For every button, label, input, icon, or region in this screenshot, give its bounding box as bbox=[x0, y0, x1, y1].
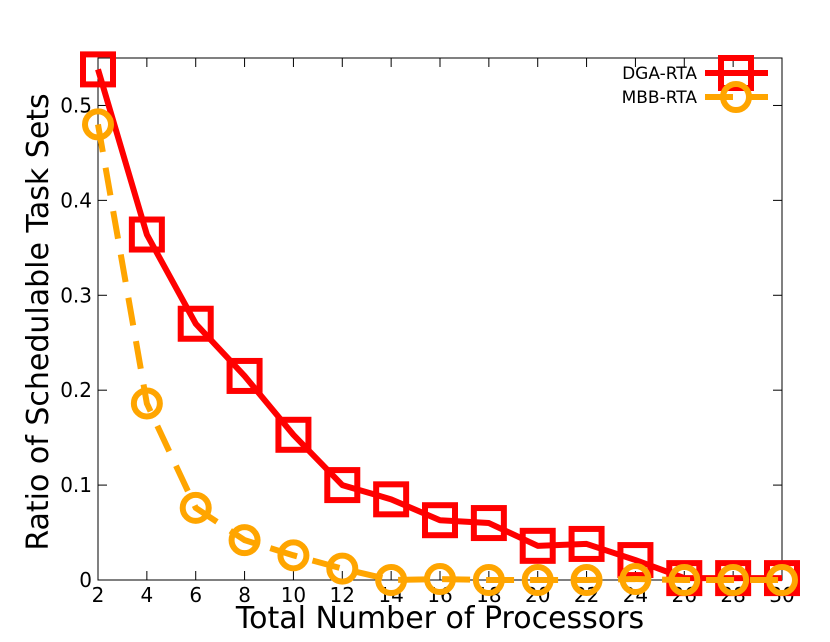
series-layer bbox=[80, 51, 800, 597]
y-axis-title: Ratio of Schedulable Task Sets bbox=[21, 93, 56, 550]
x-axis-title: Total Number of Processors bbox=[235, 601, 644, 636]
data-point bbox=[177, 305, 214, 342]
data-point bbox=[568, 525, 605, 562]
data-point bbox=[668, 564, 701, 596]
data-point bbox=[275, 416, 312, 453]
legend-marker bbox=[718, 55, 754, 91]
series-mbb-rta bbox=[82, 108, 798, 596]
x-tick-label: 6 bbox=[189, 583, 202, 607]
series-dga-rta bbox=[80, 51, 800, 597]
x-tick-label: 12 bbox=[330, 583, 355, 607]
data-point bbox=[326, 552, 359, 585]
legend-label: DGA-RTA bbox=[622, 64, 697, 84]
data-point bbox=[617, 542, 654, 579]
y-tick-label: 0 bbox=[79, 568, 92, 592]
data-point bbox=[521, 564, 554, 596]
data-point bbox=[373, 481, 410, 518]
y-tick-label: 0.4 bbox=[60, 188, 92, 212]
data-point bbox=[422, 502, 458, 539]
legend-label: MBB-RTA bbox=[622, 88, 698, 108]
legend-marker bbox=[720, 81, 752, 113]
data-point bbox=[82, 108, 114, 141]
plot-frame bbox=[97, 57, 783, 581]
x-tick-label: 4 bbox=[140, 583, 153, 607]
data-point bbox=[130, 387, 163, 420]
y-tick-label: 0.3 bbox=[60, 283, 92, 307]
data-point bbox=[226, 357, 263, 394]
series-line bbox=[95, 123, 782, 583]
data-point bbox=[277, 539, 310, 572]
data-point bbox=[570, 564, 603, 596]
data-point bbox=[179, 491, 212, 524]
data-point bbox=[766, 564, 798, 596]
y-tick-label: 0.1 bbox=[60, 473, 92, 497]
x-tick-label: 2 bbox=[92, 583, 105, 607]
data-point bbox=[228, 524, 261, 557]
data-point bbox=[717, 564, 750, 596]
data-point bbox=[128, 216, 165, 253]
data-point bbox=[472, 564, 505, 596]
data-point bbox=[324, 467, 361, 504]
legend: DGA-RTA MBB-RTA bbox=[622, 55, 768, 113]
x-tick-label: 8 bbox=[238, 583, 251, 607]
data-point bbox=[375, 564, 408, 596]
data-point bbox=[80, 51, 116, 88]
data-point bbox=[519, 527, 556, 564]
data-point bbox=[619, 563, 652, 596]
data-point bbox=[424, 563, 456, 596]
x-tick-label: 10 bbox=[281, 583, 306, 607]
series-line bbox=[95, 68, 782, 582]
y-tick-label: 0.2 bbox=[60, 378, 92, 402]
data-point bbox=[470, 505, 507, 542]
